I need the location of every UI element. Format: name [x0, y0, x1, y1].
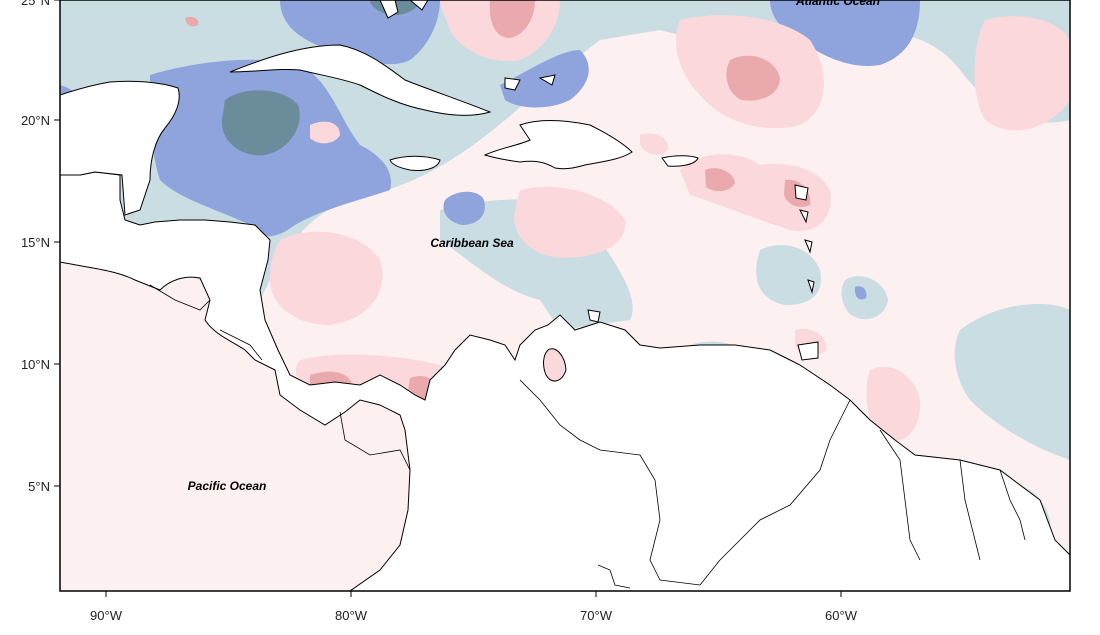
positive-core-region [726, 55, 780, 101]
country-borders [149, 284, 1026, 589]
bahamas [409, 0, 429, 11]
caribbean-sea-label: Caribbean Sea [430, 236, 514, 250]
yucatan-peninsula [60, 80, 180, 216]
negative-strong-region [770, 0, 920, 66]
puerto-rico [661, 155, 699, 167]
bahamas [504, 77, 521, 91]
lesser-antilles [807, 279, 815, 294]
negative-region [756, 245, 821, 305]
x-tick-label: 60°W [825, 608, 858, 623]
lesser-antilles [804, 239, 813, 254]
negative-region [598, 288, 629, 315]
plot-frame [59, 0, 1071, 592]
y-tick-label: 25°N [21, 0, 50, 8]
lesser-antilles [794, 184, 809, 201]
landmass [60, 0, 1070, 591]
y-tick-label: 20°N [21, 113, 50, 128]
positive-region [310, 121, 340, 144]
cuba [229, 44, 492, 116]
negative-strong-region [443, 191, 485, 225]
negative-strong-region [280, 0, 440, 65]
atlantic-ocean-label: Atlantic Ocean [795, 0, 880, 8]
positive-core-region [489, 0, 535, 38]
positive-region [974, 16, 1070, 131]
negative-core-region [221, 90, 300, 156]
x-tick-label: 90°W [90, 608, 123, 623]
bahamas [538, 74, 556, 86]
x-tick-label: 70°W [580, 608, 613, 623]
abc-islands [587, 309, 601, 323]
anomaly-field [60, 0, 1070, 591]
positive-region [514, 186, 626, 258]
y-tick-label: 5°N [28, 479, 50, 494]
hispaniola [483, 119, 633, 170]
pacific-ocean-label: Pacific Ocean [188, 479, 267, 493]
negative-strong-region [854, 286, 867, 300]
x-tick-label: 80°W [335, 608, 368, 623]
y-tick-label: 15°N [21, 235, 50, 250]
positive-core-region [705, 168, 735, 192]
positive-region [270, 231, 383, 325]
central-south-america [60, 171, 1070, 591]
trinidad [797, 341, 819, 361]
positive-region [866, 366, 921, 441]
positive-core-region [185, 16, 199, 27]
lesser-antilles [799, 209, 809, 224]
y-tick-label: 10°N [21, 357, 50, 372]
y-axis [54, 0, 60, 487]
x-axis [105, 591, 842, 597]
negative-region [954, 304, 1070, 460]
lake-maracaibo [543, 348, 567, 382]
positive-region [640, 133, 669, 155]
bahamas [379, 0, 399, 19]
jamaica [389, 155, 441, 171]
